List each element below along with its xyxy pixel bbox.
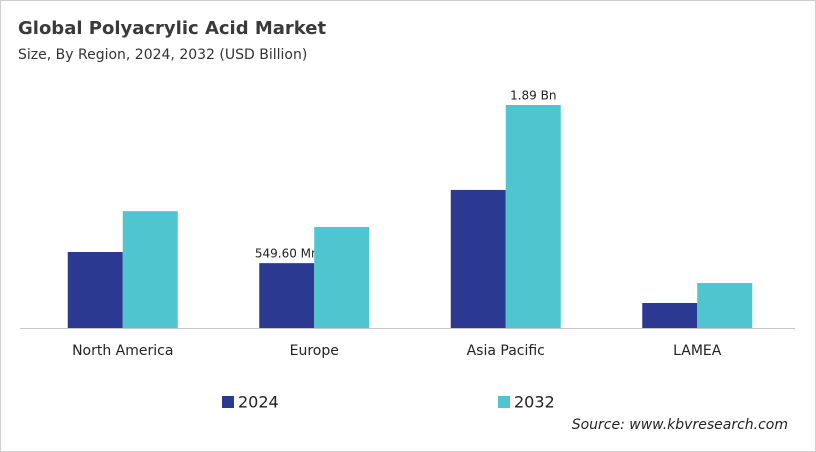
chart-title: Global Polyacrylic Acid Market bbox=[18, 18, 326, 39]
legend-label: 2032 bbox=[514, 393, 555, 412]
bar bbox=[67, 252, 123, 328]
value-label: 1.89 Bn bbox=[510, 88, 556, 102]
bar bbox=[314, 226, 370, 328]
x-tick-label: LAMEA bbox=[673, 343, 722, 359]
source: Source: www.kbvresearch.com bbox=[572, 417, 788, 433]
legend-label: 2024 bbox=[238, 393, 279, 412]
bar bbox=[642, 302, 698, 328]
bar bbox=[450, 189, 506, 328]
bar bbox=[505, 104, 561, 328]
bar bbox=[259, 263, 315, 328]
legend-swatch bbox=[222, 396, 234, 408]
bar bbox=[697, 283, 753, 328]
bar bbox=[122, 211, 178, 328]
x-tick-label: Europe bbox=[290, 343, 339, 359]
x-tick-label: Asia Pacific bbox=[467, 343, 545, 359]
legend-swatch bbox=[498, 396, 510, 408]
x-tick-label: North America bbox=[72, 343, 173, 359]
chart-subtitle: Size, By Region, 2024, 2032 (USD Billion… bbox=[18, 47, 307, 63]
value-label: 549.60 Mn bbox=[255, 247, 319, 261]
